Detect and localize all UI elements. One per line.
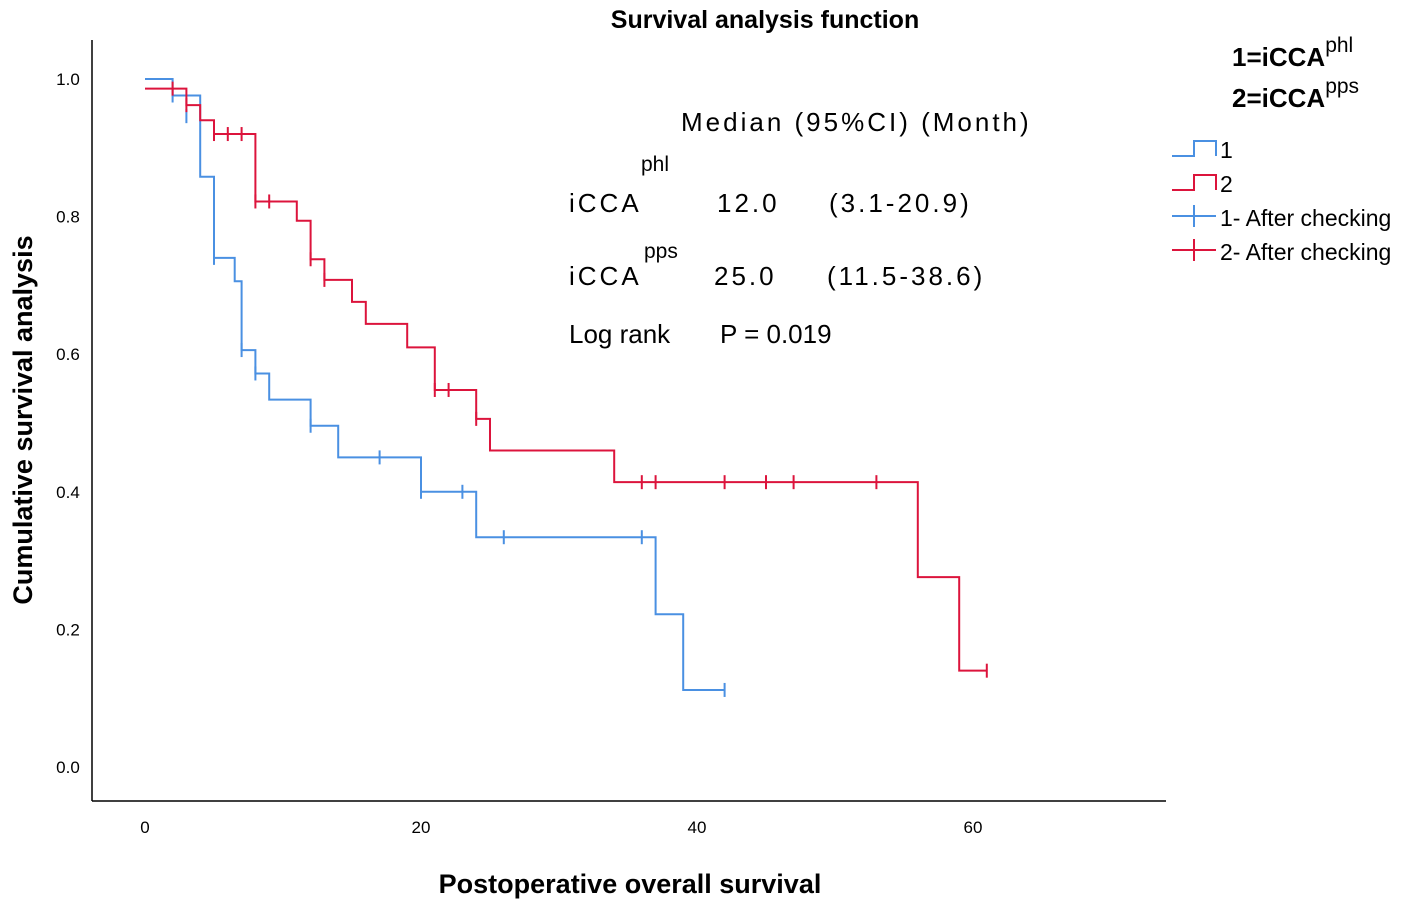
x-tick-label: 60 — [964, 818, 983, 837]
group-key-2: 2=iCCApps — [1232, 75, 1359, 113]
legend-label: 2- After checking — [1220, 239, 1391, 265]
row2-sup: pps — [644, 240, 678, 263]
x-tick-labels: 0 20 40 60 — [140, 818, 982, 837]
legend: 1 2 1- After checking 2- After checking — [1172, 137, 1391, 265]
y-axis-label: Cumulative survival analysis — [8, 235, 38, 604]
group-key: 1=iCCAphl 2=iCCApps — [1232, 34, 1359, 113]
legend-swatch-step — [1172, 140, 1217, 157]
y-tick-label: 0.2 — [56, 620, 80, 639]
legend-item: 2 — [1172, 171, 1233, 197]
x-tick-label: 20 — [412, 818, 431, 837]
row2-ci: (11.5-38.6) — [827, 261, 985, 291]
logrank-value: P = 0.019 — [720, 319, 832, 349]
survival-curves — [145, 78, 988, 697]
logrank-label: Log rank — [569, 319, 671, 349]
chart-title: Survival analysis function — [611, 6, 919, 34]
median-table: Median (95%CI) (Month) phl iCCA 12.0 (3.… — [569, 107, 1032, 349]
row1-ci: (3.1-20.9) — [829, 188, 972, 218]
y-tick-labels: 0.0 0.2 0.4 0.6 0.8 1.0 — [56, 70, 80, 777]
legend-label: 2 — [1220, 171, 1233, 197]
x-tick-label: 40 — [688, 818, 707, 837]
y-tick-label: 0.0 — [56, 758, 80, 777]
row1-median: 12.0 — [717, 188, 780, 218]
row2-label: iCCA — [569, 261, 642, 291]
legend-item: 1- After checking — [1172, 205, 1391, 231]
legend-label: 1 — [1220, 137, 1233, 163]
series-2-step-line — [145, 87, 987, 672]
legend-label: 1- After checking — [1220, 205, 1391, 231]
y-tick-label: 0.6 — [56, 345, 80, 364]
legend-item: 1 — [1172, 137, 1233, 163]
median-header: Median (95%CI) (Month) — [681, 107, 1032, 137]
x-tick-label: 0 — [140, 818, 149, 837]
row1-sup: phl — [641, 153, 669, 176]
legend-swatch-step — [1172, 174, 1217, 191]
series-1-step-line — [145, 78, 725, 691]
y-tick-label: 0.4 — [56, 483, 80, 502]
row2-median: 25.0 — [714, 261, 777, 291]
y-tick-label: 0.8 — [56, 208, 80, 227]
legend-item: 2- After checking — [1172, 239, 1391, 265]
x-axis-label: Postoperative overall survival — [439, 869, 822, 899]
group-key-1: 1=iCCAphl — [1232, 34, 1353, 72]
row1-label: iCCA — [569, 188, 642, 218]
y-tick-label: 1.0 — [56, 70, 80, 89]
